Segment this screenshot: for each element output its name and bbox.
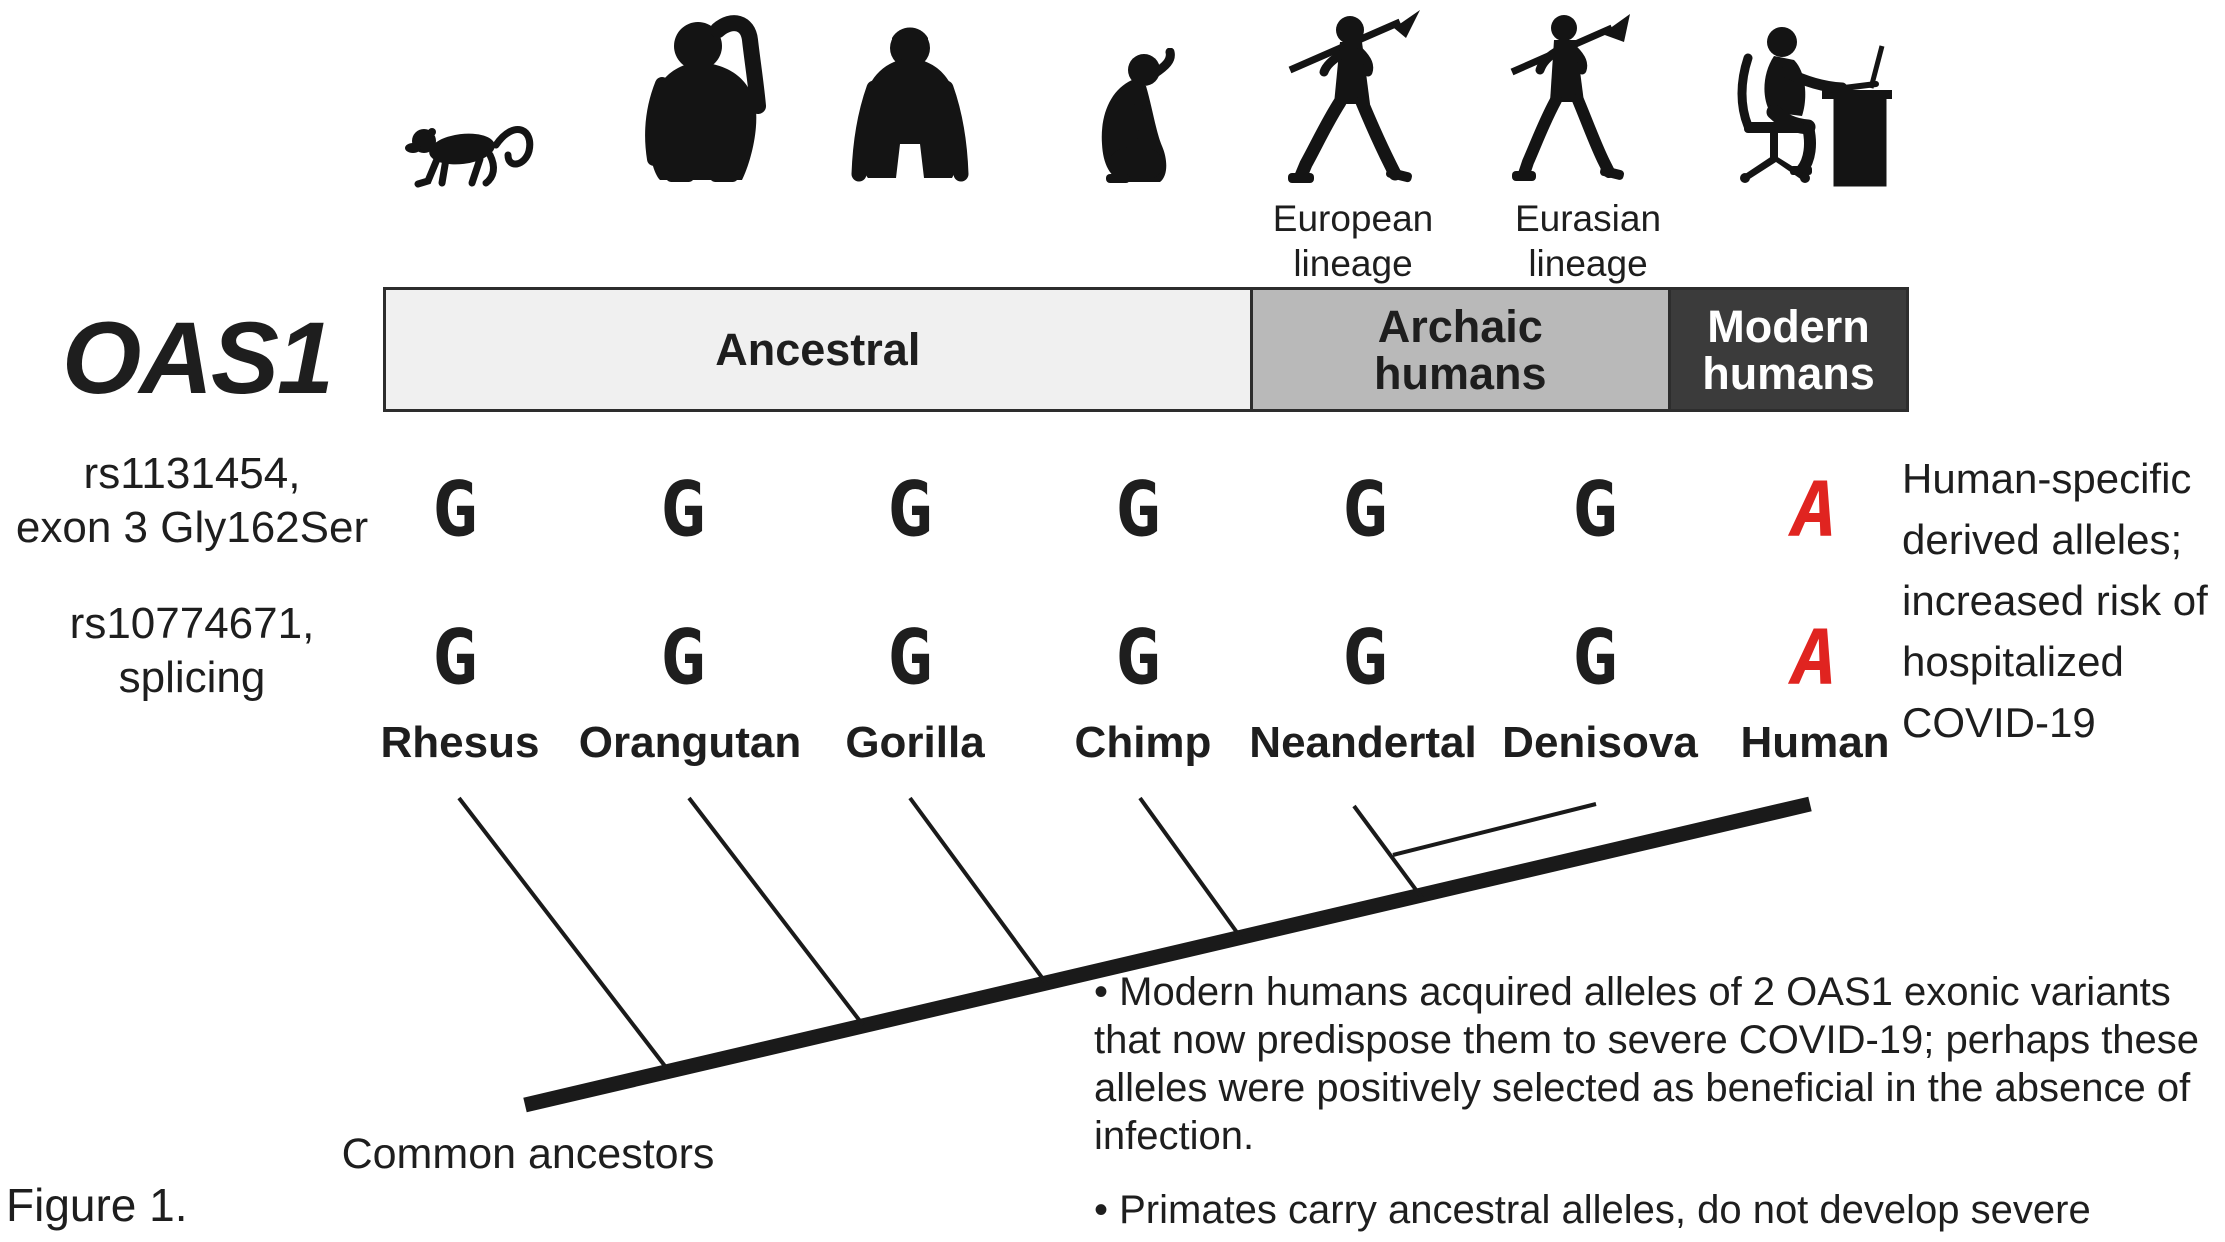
- epoch-bar: Ancestral Archaic humans Modern humans: [383, 287, 1909, 412]
- allele-rs10774671-denisova: G: [1572, 612, 1618, 702]
- bullet-modern-humans: • Modern humans acquired alleles of 2 OA…: [1094, 970, 2200, 1158]
- modern-human-at-laptop-icon: [1737, 27, 1892, 187]
- species-label-denisova: Denisova: [1502, 718, 1698, 767]
- gorilla-icon: [851, 27, 969, 182]
- allele-rs1131454-rhesus: G: [432, 464, 478, 554]
- common-ancestors-label: Common ancestors: [341, 1130, 715, 1178]
- tree-branch-neandertal: [1352, 804, 1424, 900]
- epoch-ancestral: Ancestral: [386, 290, 1250, 409]
- variant-detail: splicing: [118, 653, 266, 702]
- tree-trunk: [523, 796, 1812, 1113]
- summary-bullets: • Modern humans acquired alleles of 2 OA…: [1094, 968, 2222, 1242]
- allele-rs10774671-chimp: G: [1115, 612, 1161, 702]
- allele-rs10774671-orangutan: G: [660, 612, 706, 702]
- chimpanzee-icon: [1101, 48, 1175, 183]
- eurasian-lineage-label: Eurasian lineage: [1514, 198, 1662, 284]
- allele-rs1131454-denisova: G: [1572, 464, 1618, 554]
- denisova-with-spear-icon: [1510, 14, 1630, 181]
- tree-branch-gorilla: [908, 796, 1048, 985]
- tree-branch-denisova: [1392, 802, 1597, 857]
- variant-detail: exon 3 Gly162Ser: [15, 503, 369, 552]
- allele-rs10774671-human: A: [1792, 612, 1838, 702]
- allele-rs1131454-orangutan: G: [660, 464, 706, 554]
- allele-rs10774671-rhesus: G: [432, 612, 478, 702]
- epoch-archaic-humans: Archaic humans: [1249, 290, 1668, 409]
- derived-allele-note: Human-specific derived alleles; increase…: [1902, 455, 2208, 746]
- figure-label: Figure 1.: [6, 1179, 188, 1231]
- orangutan-icon: [645, 15, 766, 182]
- allele-rs10774671-neandertal: G: [1342, 612, 1388, 702]
- variant-label-rs10774671: rs10774671, splicing: [0, 597, 384, 705]
- species-label-rhesus: Rhesus: [380, 718, 540, 767]
- species-label-neandertal: Neandertal: [1249, 718, 1477, 767]
- allele-rs1131454-neandertal: G: [1342, 464, 1388, 554]
- species-label-chimp: Chimp: [1074, 718, 1212, 767]
- allele-rs1131454-human: A: [1792, 464, 1838, 554]
- bullet-primates: • Primates carry ancestral alleles, do n…: [1094, 1188, 2091, 1242]
- species-label-gorilla: Gorilla: [845, 718, 985, 767]
- gene-title: OAS1: [62, 301, 334, 415]
- allele-rs1131454-chimp: G: [1115, 464, 1161, 554]
- species-label-orangutan: Orangutan: [578, 718, 802, 767]
- variant-name: rs1131454,: [83, 449, 301, 498]
- tree-branch-rhesus: [457, 796, 670, 1072]
- species-label-human: Human: [1740, 718, 1890, 767]
- variant-name: rs10774671,: [69, 599, 315, 648]
- tree-branch-chimp: [1138, 796, 1243, 940]
- allele-rs10774671-gorilla: G: [887, 612, 933, 702]
- rhesus-monkey-icon: [405, 126, 534, 188]
- tree-branch-orangutan: [687, 796, 865, 1027]
- european-lineage-label: European lineage: [1272, 198, 1434, 284]
- epoch-modern-humans: Modern humans: [1667, 290, 1906, 409]
- allele-rs1131454-gorilla: G: [887, 464, 933, 554]
- variant-label-rs1131454: rs1131454, exon 3 Gly162Ser: [0, 447, 384, 555]
- neandertal-with-spear-icon: [1288, 10, 1420, 183]
